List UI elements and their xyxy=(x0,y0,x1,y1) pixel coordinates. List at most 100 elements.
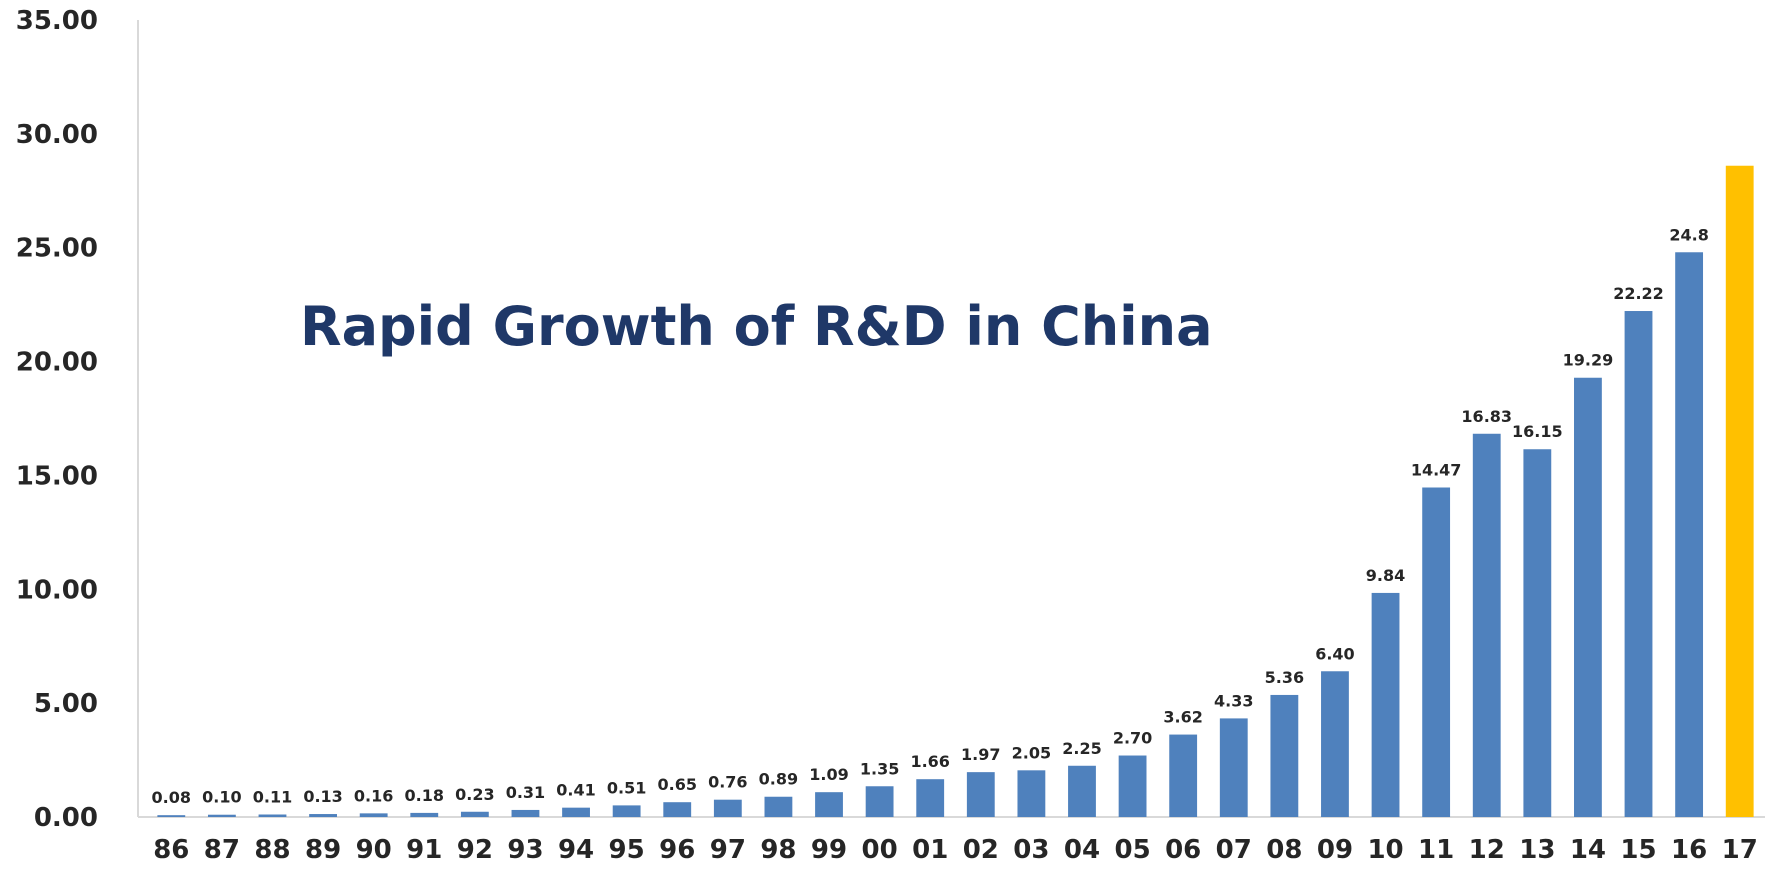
x-tick-label-11: 11 xyxy=(1418,835,1454,865)
x-tick-label-90: 90 xyxy=(356,835,392,865)
y-tick-label: 5.00 xyxy=(34,689,98,719)
x-tick-label-99: 99 xyxy=(811,835,847,865)
bar-17 xyxy=(1725,165,1754,818)
data-label-01: 1.66 xyxy=(910,752,949,771)
bar-00 xyxy=(865,786,894,817)
x-tick-label-97: 97 xyxy=(710,835,746,865)
data-label-10: 9.84 xyxy=(1366,566,1405,585)
bar-95 xyxy=(612,805,641,817)
bar-16 xyxy=(1675,252,1704,818)
x-tick-label-05: 05 xyxy=(1114,835,1150,865)
bar-93 xyxy=(511,809,540,817)
data-label-95: 0.51 xyxy=(607,778,646,797)
data-label-14: 19.29 xyxy=(1563,351,1614,370)
bar-04 xyxy=(1068,765,1096,817)
x-tick-label-98: 98 xyxy=(760,835,796,865)
bar-86 xyxy=(157,815,186,817)
x-tick-label-01: 01 xyxy=(912,835,948,865)
x-tick-label-89: 89 xyxy=(305,835,341,865)
x-tick-label-00: 00 xyxy=(862,835,898,865)
x-tick-label-02: 02 xyxy=(963,835,999,865)
x-tick-label-09: 09 xyxy=(1317,835,1353,865)
bar-96 xyxy=(663,802,692,817)
bar-06 xyxy=(1169,734,1198,817)
data-label-88: 0.11 xyxy=(253,787,292,806)
x-tick-label-92: 92 xyxy=(457,835,493,865)
x-tick-label-87: 87 xyxy=(204,835,240,865)
x-tick-label-96: 96 xyxy=(659,835,695,865)
y-tick-label: 10.00 xyxy=(16,575,98,605)
bar-99 xyxy=(815,792,843,817)
bar-13 xyxy=(1523,449,1552,817)
bar-10 xyxy=(1371,592,1400,817)
data-label-03: 2.05 xyxy=(1012,743,1051,762)
x-tick-label-91: 91 xyxy=(406,835,442,865)
data-label-91: 0.18 xyxy=(405,786,444,805)
data-label-94: 0.41 xyxy=(556,781,595,800)
data-label-87: 0.10 xyxy=(202,788,241,807)
data-label-11: 14.47 xyxy=(1411,460,1462,479)
x-tick-label-16: 16 xyxy=(1671,835,1707,865)
chart-title: Rapid Growth of R&D in China xyxy=(300,295,1213,358)
data-label-05: 2.70 xyxy=(1113,729,1152,748)
y-axis: 0.00 5.00 10.00 15.00 20.00 25.00 30.00 35.00 xyxy=(16,6,1765,833)
x-tick-label-06: 06 xyxy=(1165,835,1201,865)
data-label-96: 0.65 xyxy=(657,775,696,794)
bar-07 xyxy=(1219,718,1248,817)
x-tick-label-15: 15 xyxy=(1620,835,1656,865)
data-label-07: 4.33 xyxy=(1214,691,1253,710)
x-tick-label-88: 88 xyxy=(254,835,290,865)
x-tick-label-86: 86 xyxy=(153,835,189,865)
y-tick-label: 20.00 xyxy=(16,348,98,378)
y-tick-label: 15.00 xyxy=(16,461,98,491)
data-label-09: 6.40 xyxy=(1315,644,1354,663)
data-labels: 0.08 0.10 0.11 0.13 0.16 0.18 0.23 0.31 0.41 0.51… xyxy=(152,225,1709,807)
x-tick-label-14: 14 xyxy=(1570,835,1606,865)
bar-90 xyxy=(359,813,388,817)
bar-02 xyxy=(966,772,995,817)
x-tick-label-12: 12 xyxy=(1469,835,1505,865)
x-tick-label-03: 03 xyxy=(1013,835,1049,865)
bar-89 xyxy=(309,814,337,817)
x-tick-label-93: 93 xyxy=(507,835,543,865)
data-label-86: 0.08 xyxy=(152,788,191,807)
data-label-12: 16.83 xyxy=(1461,407,1512,426)
data-label-13: 16.15 xyxy=(1512,422,1563,441)
bar-98 xyxy=(764,796,793,817)
x-tick-label-08: 08 xyxy=(1266,835,1302,865)
bar-88 xyxy=(258,814,287,817)
y-tick-label: 25.00 xyxy=(16,234,98,264)
bar-14 xyxy=(1574,377,1602,817)
bar-92 xyxy=(460,811,489,817)
bar-97 xyxy=(713,799,742,817)
data-label-98: 0.89 xyxy=(759,770,798,789)
bar-05 xyxy=(1118,755,1147,817)
x-tick-label-04: 04 xyxy=(1064,835,1100,865)
bar-03 xyxy=(1017,770,1046,817)
data-label-06: 3.62 xyxy=(1163,708,1202,727)
y-tick-label: 35.00 xyxy=(16,6,98,36)
bar-15 xyxy=(1624,311,1653,817)
bar-12 xyxy=(1472,433,1501,817)
data-label-16: 24.8 xyxy=(1669,225,1708,244)
x-tick-label-10: 10 xyxy=(1367,835,1403,865)
data-label-93: 0.31 xyxy=(506,783,545,802)
bar-94 xyxy=(562,807,590,817)
x-tick-label-17: 17 xyxy=(1722,835,1758,865)
data-label-04: 2.25 xyxy=(1062,739,1101,758)
data-label-97: 0.76 xyxy=(708,773,747,792)
data-label-02: 1.97 xyxy=(961,745,1000,764)
data-label-99: 1.09 xyxy=(809,765,848,784)
data-label-90: 0.16 xyxy=(354,786,393,805)
x-axis: 86 87 88 89 90 91 92 93 94 95 96 97 98 99 00 01 02 03 04 05… xyxy=(153,835,1758,865)
bar-11 xyxy=(1422,487,1451,817)
x-tick-label-95: 95 xyxy=(609,835,645,865)
x-tick-label-94: 94 xyxy=(558,835,594,865)
bar-91 xyxy=(410,812,439,817)
x-tick-label-13: 13 xyxy=(1519,835,1555,865)
data-label-08: 5.36 xyxy=(1265,668,1304,687)
bar-87 xyxy=(207,814,236,817)
bar-01 xyxy=(916,779,945,817)
